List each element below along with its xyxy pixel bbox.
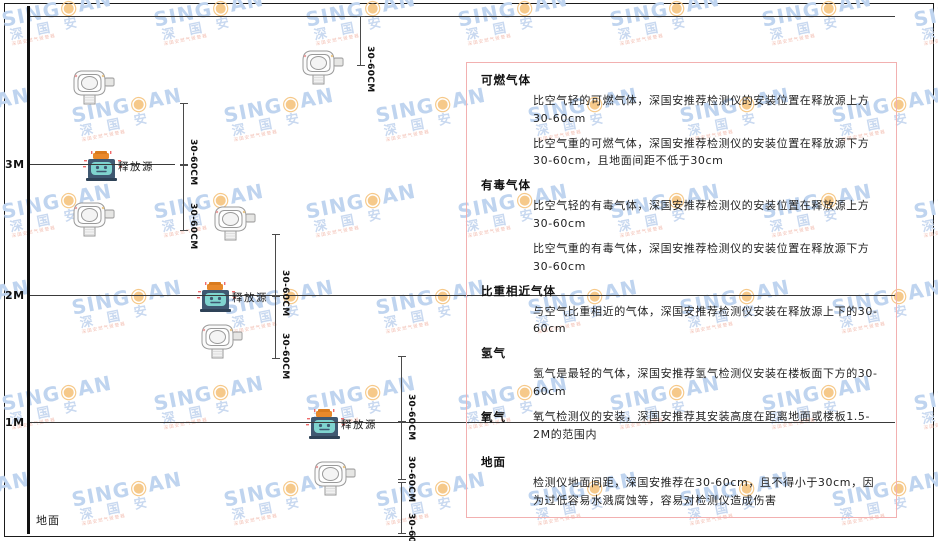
level-line-1m bbox=[30, 422, 895, 423]
gas-detector-icon bbox=[305, 455, 361, 501]
level-line-2m bbox=[30, 295, 895, 296]
release-source-label: 释放源 bbox=[341, 419, 377, 431]
guideline-section-body: 比空气轻的有毒气体，深国安推荐检测仪的安装位置在释放源上方30-60cm 比空气重… bbox=[481, 197, 882, 275]
dimension-label: 30-60CM bbox=[406, 513, 416, 541]
guideline-paragraph: 比空气重的有毒气体，深国安推荐检测仪的安装位置在释放源下方30-60cm bbox=[533, 241, 870, 273]
gas-detector-icon bbox=[293, 44, 349, 90]
guideline-section: 氢气氢气是最轻的气体，深国安推荐氢气检测仪安装在楼板面下方的30-60cm bbox=[481, 345, 882, 401]
guideline-paragraph: 检测仪地面间距，深国安推荐在30-60cm，且不得小于30cm，因为过低容易水溅… bbox=[533, 476, 875, 508]
guideline-paragraph: 比空气轻的有毒气体，深国安推荐检测仪的安装位置在释放源上方30-60cm bbox=[533, 199, 870, 231]
guideline-section-body: 与空气比重相近的气体，深国安推荐检测仪安装在释放源上下的30-60cm bbox=[481, 303, 882, 339]
gas-detector-icon bbox=[64, 64, 120, 110]
guideline-section-title: 氧气 bbox=[481, 409, 506, 424]
guideline-section: 地面检测仪地面间距，深国安推荐在30-60cm，且不得小于30cm，因为过低容易… bbox=[481, 454, 882, 510]
level-line-3m bbox=[30, 164, 175, 165]
guideline-section: 比重相近气体与空气比重相近的气体，深国安推荐检测仪安装在释放源上下的30-60c… bbox=[481, 283, 882, 339]
guideline-section: 有毒气体 比空气轻的有毒气体，深国安推荐检测仪的安装位置在释放源上方30-60cm… bbox=[481, 177, 882, 275]
gas-detector-icon bbox=[192, 318, 248, 364]
installation-guidelines-panel: 可燃气体 比空气轻的可燃气体，深国安推荐检测仪的安装位置在释放源上方30-60cm… bbox=[466, 62, 897, 518]
guideline-section-title: 地面 bbox=[481, 455, 506, 470]
guideline-section-body: 氧气检测仪的安装，深国安推荐其安装高度在距离地面或楼板1.5-2M的范围内 bbox=[533, 408, 882, 451]
guideline-paragraph: 氢气是最轻的气体，深国安推荐氢气检测仪安装在楼板面下方的30-60cm bbox=[533, 367, 878, 398]
guideline-paragraph: 比空气轻的可燃气体，深国安推荐检测仪的安装位置在释放源上方30-60cm bbox=[533, 94, 870, 125]
release-source-label: 释放源 bbox=[232, 292, 268, 304]
dimension-label: 30-60CM bbox=[365, 46, 375, 93]
release-source-label: 释放源 bbox=[118, 161, 154, 173]
guideline-section: 氧气 氧气检测仪的安装，深国安推荐其安装高度在距离地面或楼板1.5-2M的范围内 bbox=[481, 408, 882, 451]
guideline-paragraph: 氧气检测仪的安装，深国安推荐其安装高度在距离地面或楼板1.5-2M的范围内 bbox=[533, 409, 871, 441]
dimension-label: 30-60CM bbox=[406, 456, 416, 503]
guideline-section-title: 氢气 bbox=[481, 346, 506, 361]
guideline-section-body: 检测仪地面间距，深国安推荐在30-60cm，且不得小于30cm，因为过低容易水溅… bbox=[481, 474, 882, 510]
dimension-label: 30-60CM bbox=[280, 332, 290, 379]
axis-tick-1m: 1M bbox=[5, 416, 25, 429]
ground-label: 地面 bbox=[36, 514, 60, 527]
dimension-label: 30-60CM bbox=[188, 139, 198, 186]
dimension-label: 30-60CM bbox=[188, 203, 198, 250]
diagram-frame bbox=[4, 3, 934, 537]
guideline-paragraph: 比空气重的可燃气体，深国安推荐检测仪的安装位置在释放源下方30-60cm，且地面… bbox=[533, 136, 870, 168]
axis-tick-2m: 2M bbox=[5, 289, 25, 302]
gas-detector-icon bbox=[64, 196, 120, 242]
ceiling-line bbox=[30, 16, 895, 17]
guideline-section: 可燃气体 比空气轻的可燃气体，深国安推荐检测仪的安装位置在释放源上方30-60cm… bbox=[481, 72, 882, 170]
guideline-section-title: 比重相近气体 bbox=[481, 283, 556, 298]
guideline-section-title: 可燃气体 bbox=[481, 73, 531, 87]
height-axis bbox=[27, 6, 30, 534]
axis-tick-3m: 3M bbox=[5, 158, 25, 171]
dimension-label: 30-60CM bbox=[280, 270, 290, 317]
dimension-label: 30-60CM bbox=[406, 394, 416, 441]
guideline-section-body: 氢气是最轻的气体，深国安推荐氢气检测仪安装在楼板面下方的30-60cm bbox=[481, 365, 882, 401]
guideline-section-title: 有毒气体 bbox=[481, 178, 531, 193]
guideline-section-body: 比空气轻的可燃气体，深国安推荐检测仪的安装位置在释放源上方30-60cm 比空气重… bbox=[481, 92, 882, 170]
guideline-paragraph: 与空气比重相近的气体，深国安推荐检测仪安装在释放源上下的30-60cm bbox=[533, 304, 878, 336]
gas-detector-icon bbox=[205, 200, 261, 246]
